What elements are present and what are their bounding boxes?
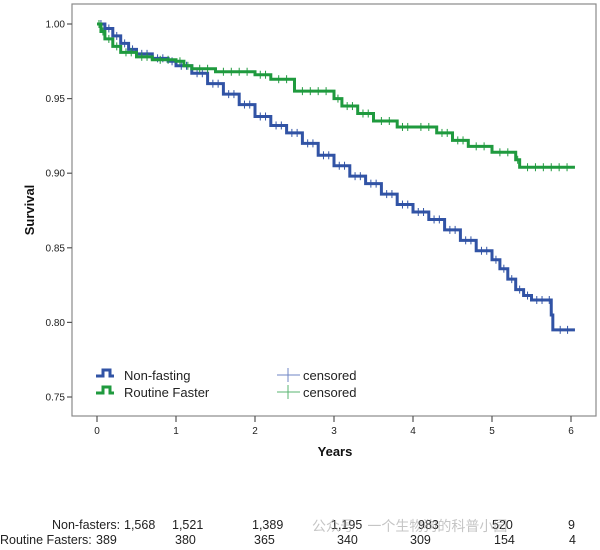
survival-curve-non-fasting: [97, 22, 575, 332]
y-tick-label: 1.00: [46, 20, 66, 31]
x-tick-label: 1: [173, 426, 179, 437]
legend-label-censored-2: censored: [303, 385, 356, 400]
survival-chart: 0.75 0.80 0.85 0.90 0.95 1.00 0 1 2 3 4 5 6 Years S…: [22, 3, 597, 459]
x-tick-label: 0: [94, 426, 100, 437]
risk-value: 520: [492, 518, 513, 532]
legend-step-icon-routine-faster: [96, 385, 114, 395]
legend-label-non-fasting: Non-fasting: [124, 368, 190, 383]
survival-curve-routine-faster: [97, 22, 575, 169]
risk-value: 1,521: [172, 518, 204, 532]
x-tick-label: 3: [331, 426, 337, 437]
risk-value: 340: [337, 533, 358, 547]
y-axis: 0.75 0.80 0.85 0.90 0.95 1.00: [46, 20, 72, 404]
legend-item-routine-faster: Routine Faster: [96, 385, 210, 400]
series-group: [97, 20, 575, 334]
legend-label-routine-faster: Routine Faster: [124, 385, 210, 400]
risk-value: 4: [569, 533, 576, 547]
risk-value: 1,389: [252, 518, 284, 532]
x-tick-label: 2: [252, 426, 258, 437]
legend-step-icon-non-fasting: [96, 368, 114, 378]
risk-value: 1,195: [331, 518, 363, 532]
x-tick-label: 5: [489, 426, 495, 437]
legend-item-censored-non-fasting: censored: [277, 368, 356, 383]
x-axis-title: Years: [318, 444, 353, 459]
risk-value: 154: [494, 533, 515, 547]
number-at-risk-table: Non-fasters: 1,568 1,521 1,389 1,195 983…: [0, 518, 600, 548]
x-tick-label: 6: [568, 426, 574, 437]
risk-value: 365: [254, 533, 275, 547]
risk-row-routine-fasters: Routine Fasters: 389 380 365 340 309 154…: [0, 533, 600, 548]
legend-item-censored-routine-faster: censored: [277, 385, 356, 400]
risk-value: 309: [410, 533, 431, 547]
legend: Non-fasting Routine Faster censored cens…: [96, 368, 356, 400]
censored-cross-icon-blue: [277, 368, 300, 382]
risk-value: 389: [96, 533, 117, 547]
x-axis: 0 1 2 3 4 5 6: [94, 416, 574, 437]
plot-frame: [71, 3, 597, 417]
censored-cross-icon-green: [277, 385, 300, 399]
risk-row-label: Non-fasters:: [52, 518, 121, 532]
y-tick-label: 0.90: [46, 169, 66, 180]
legend-label-censored-1: censored: [303, 368, 356, 383]
risk-row-non-fasters: Non-fasters: 1,568 1,521 1,389 1,195 983…: [0, 518, 600, 533]
risk-value: 983: [418, 518, 439, 532]
y-tick-label: 0.75: [46, 393, 66, 404]
risk-value: 380: [175, 533, 196, 547]
y-tick-label: 0.85: [46, 243, 66, 254]
y-tick-label: 0.80: [46, 318, 66, 329]
y-axis-title: Survival: [22, 185, 37, 236]
risk-row-label: Routine Fasters:: [0, 533, 92, 547]
risk-value: 1,568: [124, 518, 156, 532]
risk-value: 9: [568, 518, 575, 532]
legend-item-non-fasting: Non-fasting: [96, 368, 190, 383]
x-tick-label: 4: [410, 426, 416, 437]
y-tick-label: 0.95: [46, 94, 66, 105]
